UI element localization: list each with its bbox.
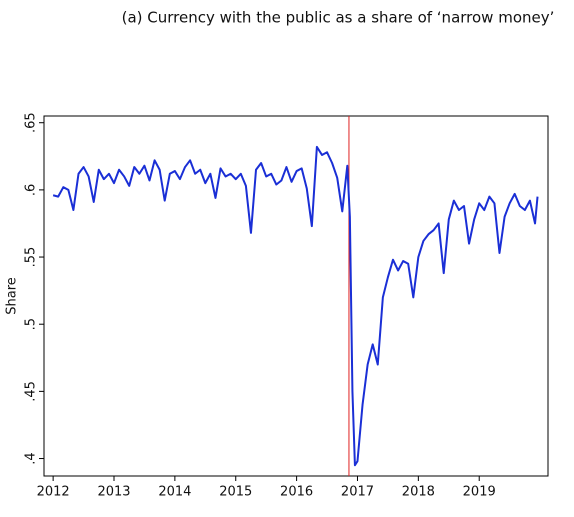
y-tick-label: .5	[24, 318, 39, 330]
x-tick-label: 2013	[97, 485, 130, 500]
x-tick-label: 2016	[280, 485, 313, 500]
x-tick-label: 2012	[37, 485, 70, 500]
y-axis-label: Share	[5, 277, 20, 315]
x-tick-label: 2017	[341, 485, 374, 500]
x-tick-label: 2018	[402, 485, 435, 500]
y-tick-label: .45	[24, 381, 39, 402]
y-tick-label: .65	[24, 112, 39, 133]
chart-title: (a) Currency with the public as a share …	[122, 9, 555, 27]
x-tick-label: 2015	[219, 485, 252, 500]
plot-frame	[43, 115, 549, 477]
y-tick-label: .6	[24, 184, 39, 196]
y-tick-label: .55	[24, 247, 39, 268]
y-tick-label: .4	[24, 452, 39, 464]
data-line	[52, 145, 539, 467]
x-tick-label: 2019	[463, 485, 496, 500]
x-tick-label: 2014	[158, 485, 191, 500]
